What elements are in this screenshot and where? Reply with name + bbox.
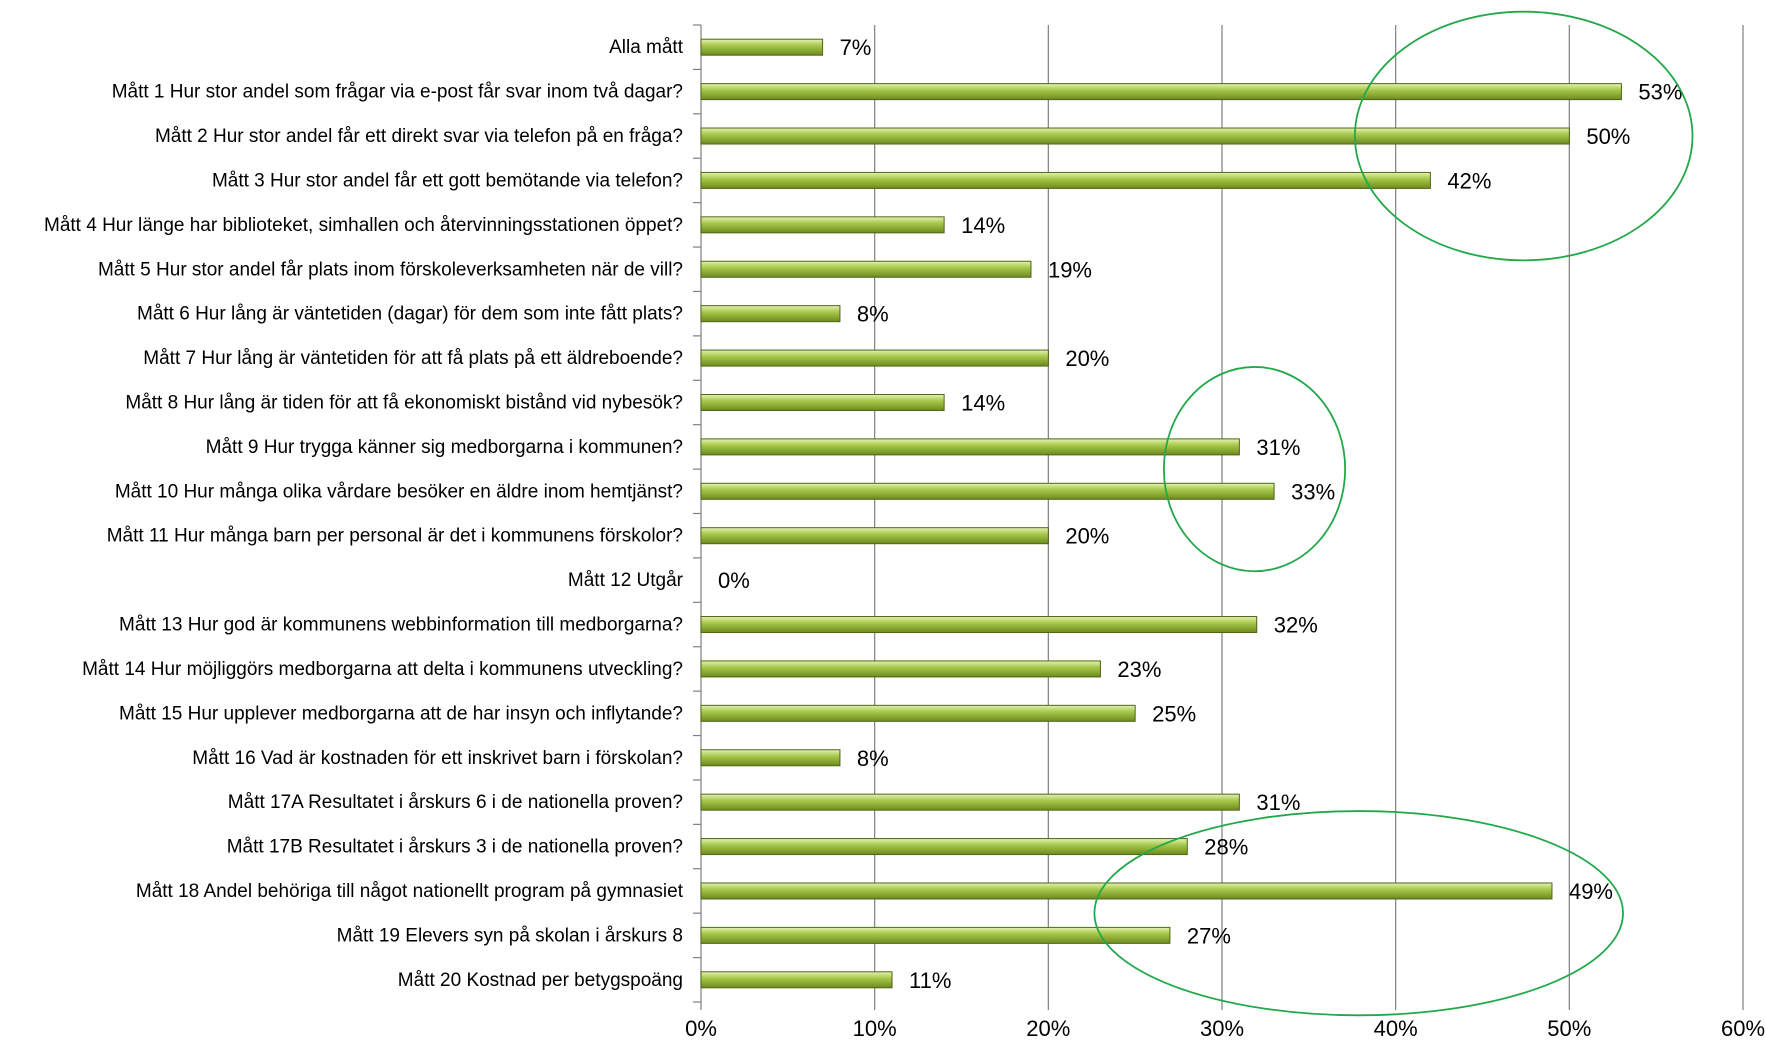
category-label: Mått 9 Hur trygga känner sig medborgarna… [206,437,683,458]
bar [700,616,1258,634]
data-label: 53% [1638,80,1682,105]
category-label: Mått 15 Hur upplever medborgarna att de … [119,703,683,724]
data-label: 14% [961,390,1005,415]
x-tick-label: 40% [1374,1016,1418,1041]
data-label: 50% [1586,124,1630,149]
bar [700,171,1431,189]
highlight-ellipse [1354,10,1694,262]
bar [700,527,1049,545]
bar [700,127,1570,145]
bar [700,260,1032,278]
x-tick-label: 60% [1721,1016,1765,1041]
data-label: 27% [1187,923,1231,948]
bar [700,83,1622,101]
x-tick-label: 30% [1200,1016,1244,1041]
category-label: Mått 11 Hur många barn per personal är d… [107,526,683,547]
x-tick-label: 0% [685,1016,717,1041]
category-label: Mått 14 Hur möjliggörs medborgarna att d… [82,659,683,680]
data-label: 42% [1447,168,1491,193]
bar [700,660,1101,678]
bar [700,749,841,767]
x-tick-label: 50% [1547,1016,1591,1041]
data-label: 11% [909,968,951,993]
category-label: Mått 2 Hur stor andel får ett direkt sva… [155,126,683,147]
data-label: 33% [1291,479,1335,504]
bar [700,349,1049,367]
data-label: 7% [840,35,872,60]
data-label: 20% [1065,346,1109,371]
data-label: 8% [857,746,889,771]
category-label: Mått 1 Hur stor andel som frågar via e-p… [112,82,683,103]
highlight-ellipse [1162,366,1347,573]
bar [700,393,945,411]
category-label: Alla mått [609,37,684,58]
bar [700,438,1240,456]
bars [700,38,1622,989]
category-label: Mått 13 Hur god är kommunens webbinforma… [119,615,683,636]
data-label: 49% [1569,879,1613,904]
bar [700,216,945,234]
x-tick-label: 20% [1026,1016,1070,1041]
category-label: Mått 7 Hur lång är väntetiden för att få… [143,348,683,369]
data-label: 25% [1152,701,1196,726]
bar [700,704,1136,722]
data-label: 28% [1204,835,1248,860]
category-label: Mått 17A Resultatet i årskurs 6 i de nat… [228,792,683,813]
bar [700,793,1240,811]
category-label: Mått 20 Kostnad per betygspoäng [398,970,683,991]
bar [700,482,1275,500]
category-label: Mått 4 Hur länge har biblioteket, simhal… [44,215,683,236]
category-labels: Alla mått Mått 1 Hur stor andel som fråga… [44,37,684,991]
data-label: 0% [718,568,750,593]
data-label: 8% [857,302,889,327]
category-label: Mått 12 Utgår [568,570,684,591]
category-label: Mått 3 Hur stor andel får ett gott bemöt… [212,170,683,191]
category-label: Mått 6 Hur lång är väntetiden (dagar) fö… [137,304,683,325]
category-label: Mått 17B Resultatet i årskurs 3 i de nat… [227,837,683,858]
bar [700,838,1188,856]
highlight-ellipse [1093,810,1624,1017]
value-labels: 7% 53% 50% 42% 14% 19% 8% 20% 14% 31% 33% 20% 0% 32% 2… [718,35,1682,993]
data-label: 19% [1048,257,1092,282]
category-label: Mått 18 Andel behöriga till något nation… [136,881,684,902]
bar [700,882,1553,900]
bar [700,971,893,989]
data-label: 31% [1256,435,1300,460]
bar [700,305,841,323]
data-label: 14% [961,213,1005,238]
bar [700,926,1171,944]
data-label: 31% [1256,790,1300,815]
category-label: Mått 5 Hur stor andel får plats inom för… [98,259,683,280]
data-label: 32% [1274,613,1318,638]
bar [700,38,824,56]
data-label: 20% [1065,524,1109,549]
category-label: Mått 10 Hur många olika vårdare besöker … [115,481,683,502]
category-label: Mått 16 Vad är kostnaden för ett inskriv… [192,748,683,769]
category-label: Mått 19 Elevers syn på skolan i årskurs … [337,925,683,946]
highlight-ellipses [1093,10,1694,1017]
x-axis-tick-labels: 0% 10% 20% 30% 40% 50% 60% [685,1016,1765,1041]
x-tick-label: 10% [853,1016,897,1041]
category-label: Mått 8 Hur lång är tiden för att få ekon… [125,392,683,413]
data-label: 23% [1117,657,1161,682]
